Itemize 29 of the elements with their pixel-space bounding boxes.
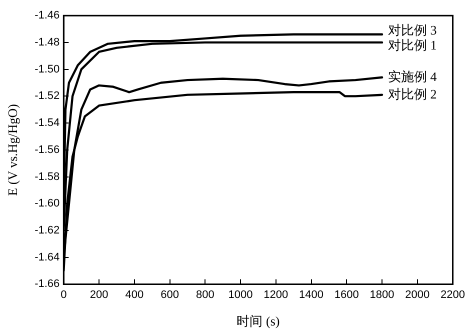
y-tick-label: -1.60 [34,198,60,210]
series-label: 实施例 4 [388,68,438,84]
series-label: 对比例 3 [388,22,437,38]
y-tick-label: -1.58 [34,170,60,183]
y-tick-label: -1.66 [34,278,60,290]
y-tick-label: -1.52 [34,90,60,102]
y-axis-title: E (V vs.Hg/HgO) [5,104,20,196]
x-tick-label: 2200 [440,288,466,301]
x-tick-label: 1800 [370,288,394,301]
x-tick-label: 200 [90,288,108,301]
y-tick-label: -1.46 [34,10,60,22]
y-tick-label: -1.62 [34,224,60,237]
x-tick-label: 1000 [228,288,253,301]
x-tick-label: 2000 [405,288,430,301]
x-tick-label: 800 [196,288,214,301]
x-tick-label: 1600 [334,288,359,301]
x-tick-label: 1400 [299,288,324,301]
y-tick-label: -1.56 [34,144,60,156]
y-tick-label: -1.50 [34,63,60,76]
y-tick-label: -1.54 [34,117,60,130]
x-axis-title: 时间 (s) [236,314,280,329]
x-tick-label: 1200 [264,288,288,301]
series-label: 对比例 2 [388,86,437,102]
x-tick-label: 0 [60,288,67,301]
x-tick-label: 600 [160,288,179,301]
x-tick-label: 400 [125,288,144,301]
series-label: 对比例 1 [388,37,437,52]
y-tick-label: -1.48 [34,36,60,48]
y-tick-label: -1.64 [34,251,60,264]
